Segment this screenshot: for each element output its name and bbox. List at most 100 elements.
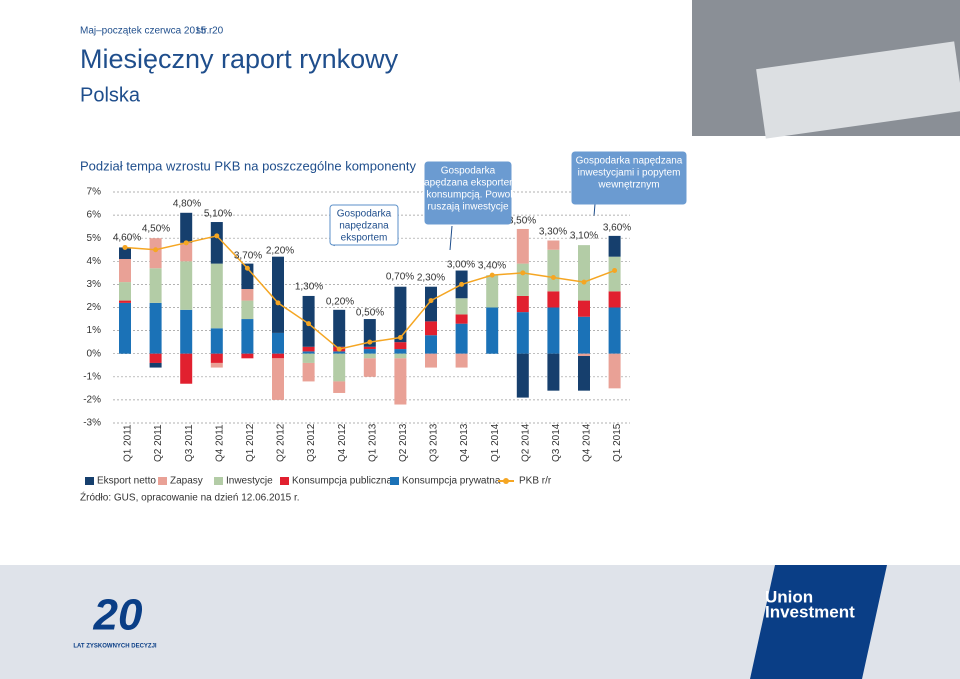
bar-segment [578,356,590,391]
legend-label: PKB r/r [519,476,552,487]
value-label: 3,30% [539,227,567,238]
bar-segment [516,228,529,264]
value-label: 3,00% [447,260,475,271]
bar-segment [425,353,437,368]
bar-segment [608,307,621,354]
bar-segment [272,353,284,359]
annotation-text: Gospodarka [441,166,496,177]
bar-segment [210,362,223,368]
legend-label: Zapasy [170,476,203,487]
bar-segment [547,240,560,250]
y-tick-label: 6% [87,210,102,221]
y-tick-label: 3% [87,279,102,290]
bar-segment [516,312,529,354]
x-tick-label: Q4 2012 [337,423,348,462]
photo-paper [756,41,960,139]
legend-label: Konsumpcja prywatna [402,476,501,487]
gdp-point [397,335,403,341]
legend-swatch [158,477,167,485]
bar-segment [119,258,131,283]
annotation-box [424,161,512,225]
x-tick-label: Q4 2011 [214,424,225,462]
annotation-text: i konsumpcją. Powoli [421,190,514,201]
anniversary-number: 20 [93,591,143,640]
source: Źródło: GUS, opracowanie na dzień 12.06.… [80,491,300,504]
bar-segment [210,222,223,264]
bar-segment [180,261,193,310]
bar-segment [210,263,223,329]
bar-segment [547,249,560,292]
bar-segment [547,307,560,354]
anniversary-caption: LAT ZYSKOWNYCH DECYZJI [73,644,157,650]
bar-segment [455,323,468,354]
value-label: 1,30% [295,282,323,293]
bar-segment [333,353,346,382]
bar-segment [608,291,621,308]
annotation-text: wewnętrznym [597,180,659,191]
subtitle: Polska [80,84,141,106]
value-label: 3,10% [570,231,598,242]
y-tick-label: 0% [87,348,102,359]
bar-segment [149,302,162,354]
bar-segment [516,295,529,313]
value-label: 3,40% [478,261,506,272]
gdp-point [153,247,159,253]
bar-segment [272,256,284,333]
bar-segment [302,351,315,354]
value-label: 5,10% [204,209,232,220]
value-label: 3,60% [603,223,631,234]
y-tick-label: 1% [87,325,102,336]
bar-segment [149,268,162,303]
annotation-text: Gospodarka napędzana [576,156,683,167]
bar-segment [608,235,621,257]
gdp-point [336,346,342,352]
x-tick-label: Q3 2011 [184,424,195,462]
bar-segment [241,353,254,359]
bar-segment [241,289,254,301]
bar-segment [608,353,621,389]
gdp-point [428,298,434,304]
x-tick-label: Q3 2014 [551,423,562,462]
bar-segment [210,328,223,354]
bar-segment [149,353,162,363]
bar-segment [149,238,162,269]
bar-segment [608,256,621,292]
bar-segment [455,314,468,324]
bar-segment [455,298,468,315]
bar-segment [210,353,223,363]
bar-segment [516,353,529,398]
gdp-point [550,274,556,280]
gdp-point [581,279,587,285]
bar-segment [180,242,193,262]
bar-segment [180,353,193,384]
bar-segment [272,358,284,400]
gdp-point [122,244,128,250]
gdp-point [520,270,526,276]
bar-segment [547,291,560,308]
bar-segment [302,353,315,363]
legend-swatch [280,477,289,485]
bar-segment [119,282,131,301]
bar-segment [272,332,284,354]
bar-segment [455,353,468,368]
y-tick-label: -2% [83,395,101,406]
bar-segment [394,349,407,354]
bar-segment [394,342,407,350]
gdp-point [183,240,189,246]
bar-segment [333,381,346,393]
value-label: 3,70% [234,251,262,262]
value-label: 4,50% [142,224,170,235]
gdp-point [367,339,373,345]
bar-segment [578,353,590,357]
bar-segment [241,319,254,354]
legend-label: Inwestycje [226,476,273,487]
y-tick-label: 5% [87,233,102,244]
bar-segment [486,307,499,354]
value-label: 2,30% [417,273,445,284]
x-tick-label: Q2 2013 [398,423,409,462]
brand-line1: Union [765,587,813,606]
gdp-point [244,265,250,271]
bar-segment [333,309,346,347]
bar-segment [425,321,437,336]
